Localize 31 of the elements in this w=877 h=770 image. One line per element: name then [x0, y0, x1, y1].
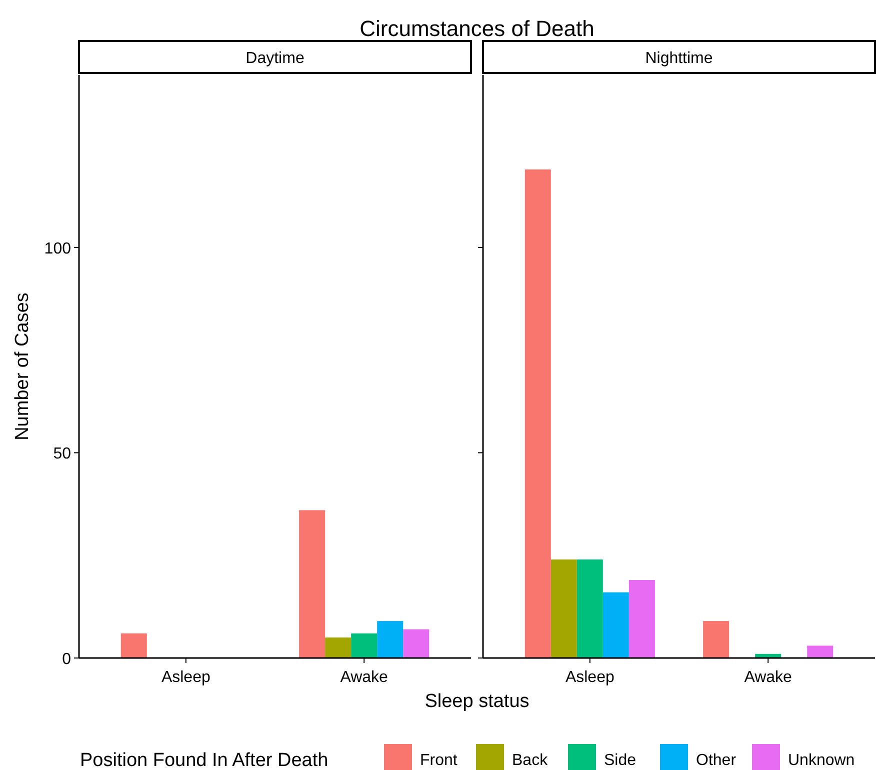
x-tick-label: Asleep: [565, 669, 614, 686]
x-axis-title: Sleep status: [424, 691, 530, 712]
legend-label: Other: [696, 752, 737, 769]
legend-title: Position Found In After Death: [80, 750, 328, 770]
x-tick-label: Awake: [744, 669, 792, 686]
bar: [325, 637, 352, 658]
bar: [403, 629, 430, 658]
chart-subtitle: Nighttime: [645, 50, 713, 67]
bar: [299, 510, 326, 658]
legend-label: Back: [512, 752, 549, 769]
legend-label: Front: [420, 752, 458, 769]
chart-subtitle: Daytime: [246, 50, 304, 67]
chart-title: Circumstances of Death: [360, 16, 594, 41]
legend-label: Side: [604, 752, 636, 769]
bar: [377, 621, 404, 658]
legend-label: Unknown: [788, 752, 855, 769]
bar: [628, 580, 655, 658]
x-tick-label: Asleep: [161, 669, 210, 686]
y-tick-label: 0: [62, 651, 72, 668]
bar: [576, 559, 603, 658]
x-tick-label: Awake: [340, 669, 388, 686]
bar: [351, 633, 378, 658]
bar: [120, 633, 147, 658]
y-tick-label: 100: [44, 240, 72, 258]
y-tick-label: 50: [53, 446, 72, 463]
y-axis-title: Number of Cases: [12, 292, 33, 440]
bar: [807, 646, 834, 658]
bar: [703, 621, 730, 658]
bar: [550, 559, 577, 658]
bar: [524, 169, 551, 658]
bar: [602, 592, 629, 658]
